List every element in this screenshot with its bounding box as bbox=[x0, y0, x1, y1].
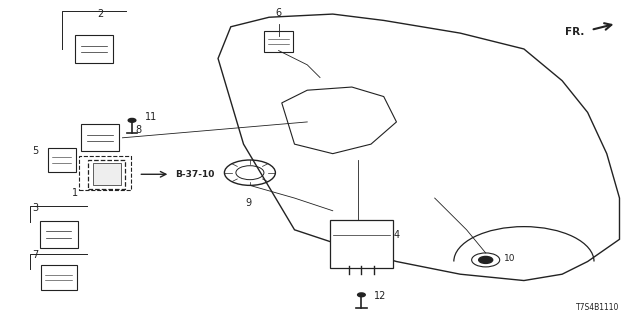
FancyBboxPatch shape bbox=[264, 31, 293, 52]
Text: 3: 3 bbox=[32, 203, 38, 213]
FancyBboxPatch shape bbox=[40, 221, 78, 248]
Text: 6: 6 bbox=[275, 8, 282, 18]
Text: 12: 12 bbox=[374, 291, 387, 301]
FancyBboxPatch shape bbox=[81, 124, 119, 151]
Text: 7: 7 bbox=[32, 250, 38, 260]
Text: 8: 8 bbox=[135, 125, 141, 135]
Text: T7S4B1110: T7S4B1110 bbox=[576, 303, 620, 312]
Text: B-37-10: B-37-10 bbox=[175, 170, 214, 179]
Text: 1: 1 bbox=[72, 188, 77, 198]
Text: 4: 4 bbox=[394, 230, 399, 240]
Text: 9: 9 bbox=[246, 198, 252, 208]
Circle shape bbox=[358, 293, 365, 297]
FancyBboxPatch shape bbox=[48, 148, 76, 172]
Text: 2: 2 bbox=[97, 9, 103, 19]
FancyBboxPatch shape bbox=[330, 220, 394, 268]
FancyBboxPatch shape bbox=[88, 160, 125, 189]
Text: 10: 10 bbox=[504, 254, 515, 263]
Text: FR.: FR. bbox=[565, 27, 584, 36]
Circle shape bbox=[479, 256, 493, 263]
Text: 5: 5 bbox=[32, 146, 38, 156]
FancyBboxPatch shape bbox=[75, 35, 113, 63]
FancyBboxPatch shape bbox=[93, 163, 120, 185]
Text: 11: 11 bbox=[145, 112, 157, 122]
Circle shape bbox=[128, 118, 136, 122]
FancyBboxPatch shape bbox=[41, 265, 77, 290]
